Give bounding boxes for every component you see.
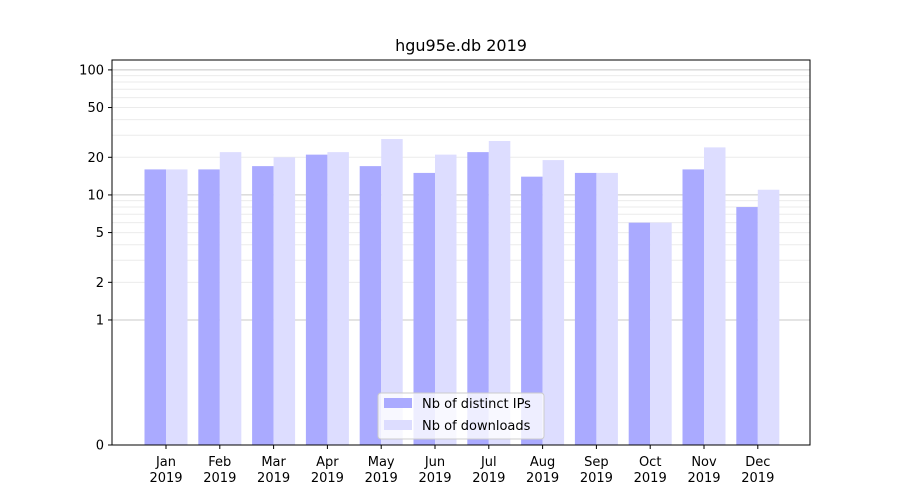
x-tick-label-year: 2019 <box>365 471 398 486</box>
bar-distinct-ips-jun <box>413 172 435 445</box>
x-tick-label-month: Jul <box>480 455 497 470</box>
legend-box <box>377 392 545 440</box>
x-tick-label-month: May <box>368 455 395 470</box>
bar-distinct-ips-apr <box>305 154 328 446</box>
x-tick-label-year: 2019 <box>580 471 613 486</box>
x-tick-label-year: 2019 <box>203 471 236 486</box>
y-tick-label: 1 <box>96 313 104 328</box>
x-tick-label-month: Feb <box>208 455 231 470</box>
legend-swatch-downloads <box>384 420 412 430</box>
y-tick-label: 5 <box>96 226 104 241</box>
bar-distinct-ips-feb <box>198 169 220 445</box>
x-tick-label-month: Dec <box>745 455 770 470</box>
chart-title: hgu95e.db 2019 <box>395 36 527 55</box>
x-tick-label-year: 2019 <box>687 471 720 486</box>
x-tick-label-year: 2019 <box>149 471 182 486</box>
y-tick-label: 50 <box>87 101 104 116</box>
x-tick-label-year: 2019 <box>311 471 344 486</box>
bar-distinct-ips-aug <box>521 176 543 445</box>
x-tick-label-year: 2019 <box>257 471 290 486</box>
bar-downloads-mar <box>273 157 296 445</box>
bar-downloads-may <box>381 139 403 445</box>
bar-distinct-ips-jul <box>467 152 489 445</box>
x-tick-label-year: 2019 <box>418 471 451 486</box>
bar-downloads-apr <box>327 152 349 445</box>
legend-label-distinct-ips: Nb of distinct IPs <box>422 397 531 412</box>
x-tick-label-month: Jun <box>424 455 445 470</box>
x-tick-label-month: Sep <box>584 455 609 470</box>
bar-downloads-nov <box>704 147 726 446</box>
x-tick-label-year: 2019 <box>526 471 559 486</box>
bar-downloads-jun <box>435 154 457 446</box>
x-tick-label-month: Aug <box>530 455 555 470</box>
x-tick-label-month: Mar <box>261 455 286 470</box>
x-tick-label-year: 2019 <box>472 471 505 486</box>
x-tick-label-year: 2019 <box>634 471 667 486</box>
bar-downloads-jul <box>488 140 511 445</box>
legend-label-downloads: Nb of downloads <box>422 419 531 434</box>
legend: Nb of distinct IPs Nb of downloads <box>377 392 545 440</box>
bar-distinct-ips-may <box>359 166 382 445</box>
bar-distinct-ips-oct <box>628 222 651 445</box>
bar-distinct-ips-jan <box>144 169 166 445</box>
x-tick-label-month: Nov <box>691 455 717 470</box>
bar-distinct-ips-dec <box>736 207 758 445</box>
bar-distinct-ips-nov <box>682 169 704 445</box>
y-axis: 0 1 2 5 10 20 50 100 <box>79 63 112 454</box>
y-tick-label: 0 <box>96 439 104 454</box>
x-tick-label-month: Jan <box>155 455 176 470</box>
y-tick-label: 100 <box>79 63 104 78</box>
bar-distinct-ips-sep <box>574 172 597 445</box>
y-tick-label: 10 <box>87 188 104 203</box>
bar-downloads-oct <box>650 222 672 445</box>
x-axis: Jan2019Feb2019Mar2019Apr2019May2019Jun20… <box>149 445 774 486</box>
bars <box>144 139 780 446</box>
y-tick-label: 2 <box>96 276 104 291</box>
legend-swatch-distinct-ips <box>384 398 412 408</box>
bar-distinct-ips-mar <box>252 166 274 445</box>
x-tick-label-year: 2019 <box>741 471 774 486</box>
y-tick-label: 20 <box>87 151 104 166</box>
bar-downloads-jan <box>166 169 188 445</box>
bar-downloads-aug <box>542 160 565 445</box>
bar-downloads-feb <box>219 152 242 445</box>
bar-downloads-dec <box>757 189 780 445</box>
x-tick-label-month: Apr <box>316 455 339 470</box>
plot-frame <box>111 59 811 446</box>
bar-downloads-sep <box>596 172 618 445</box>
x-tick-label-month: Oct <box>639 455 661 470</box>
